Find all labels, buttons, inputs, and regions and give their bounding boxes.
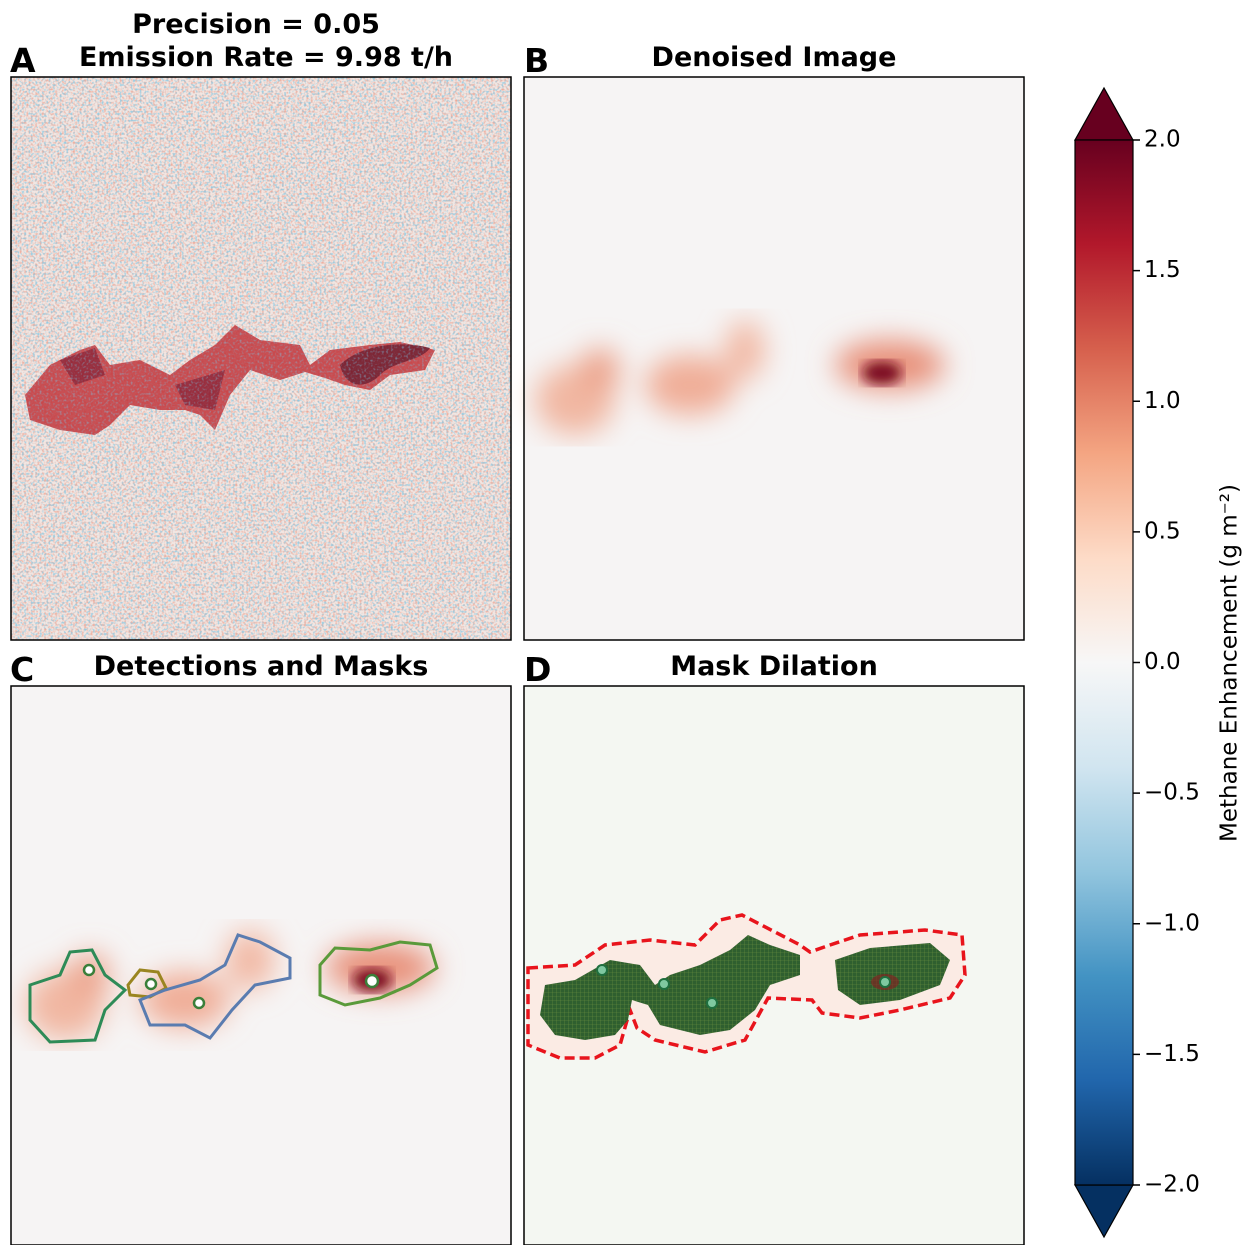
- mask-fill: [540, 935, 950, 1040]
- axes-frame: [10, 76, 512, 641]
- tick-label: −2.0: [1144, 1172, 1200, 1198]
- axes-frame: [523, 685, 1025, 1245]
- detection-points: [82, 963, 380, 1010]
- noise: [11, 77, 511, 640]
- tick-label: −0.5: [1144, 780, 1200, 806]
- panel-letter: D: [524, 650, 551, 689]
- tick-label: 1.0: [1144, 388, 1181, 414]
- colorbar-label: Methane Enhancement (g m⁻²): [1217, 484, 1243, 842]
- panel-title: Mask Dilation: [670, 651, 878, 682]
- panel-d: [524, 686, 1024, 1245]
- panel-title: Detections and Masks: [94, 651, 429, 682]
- colorbar-extend: [1073, 86, 1135, 141]
- panel-letter: B: [524, 41, 549, 80]
- tick-label: 1.5: [1144, 257, 1181, 283]
- detection-points: [596, 964, 891, 1009]
- tick-label: 0.5: [1144, 518, 1181, 544]
- colorbar: 2.0 1.5 1.0 0.5 0.0 −0.5 −1.0 −1.5 −2.0: [1073, 86, 1200, 1239]
- tick-label: 2.0: [1144, 127, 1181, 153]
- panel-title: Emission Rate = 9.98 t/h: [79, 42, 453, 73]
- mask-contour: [318, 940, 439, 1007]
- colorbar-extend: [1073, 1184, 1135, 1239]
- mask-contour: [138, 933, 292, 1040]
- axes-frame: [10, 685, 512, 1245]
- tick-label: −1.5: [1144, 1041, 1200, 1067]
- panel-a: [11, 77, 511, 640]
- colorbar-body: [1074, 139, 1134, 1186]
- panel-b: [524, 77, 1024, 640]
- panel-letter: A: [10, 41, 36, 80]
- mask-contour: [126, 968, 168, 999]
- tick-label: 0.0: [1144, 649, 1181, 675]
- mask-contour: [28, 948, 128, 1044]
- panel-title: Denoised Image: [652, 42, 897, 73]
- axes-frame: [523, 76, 1025, 641]
- panel-letter: C: [10, 650, 34, 689]
- panel-title: Precision = 0.05: [132, 9, 380, 40]
- tick-label: −1.0: [1144, 910, 1200, 936]
- panel-c: [11, 686, 511, 1245]
- plume-core: [862, 361, 902, 385]
